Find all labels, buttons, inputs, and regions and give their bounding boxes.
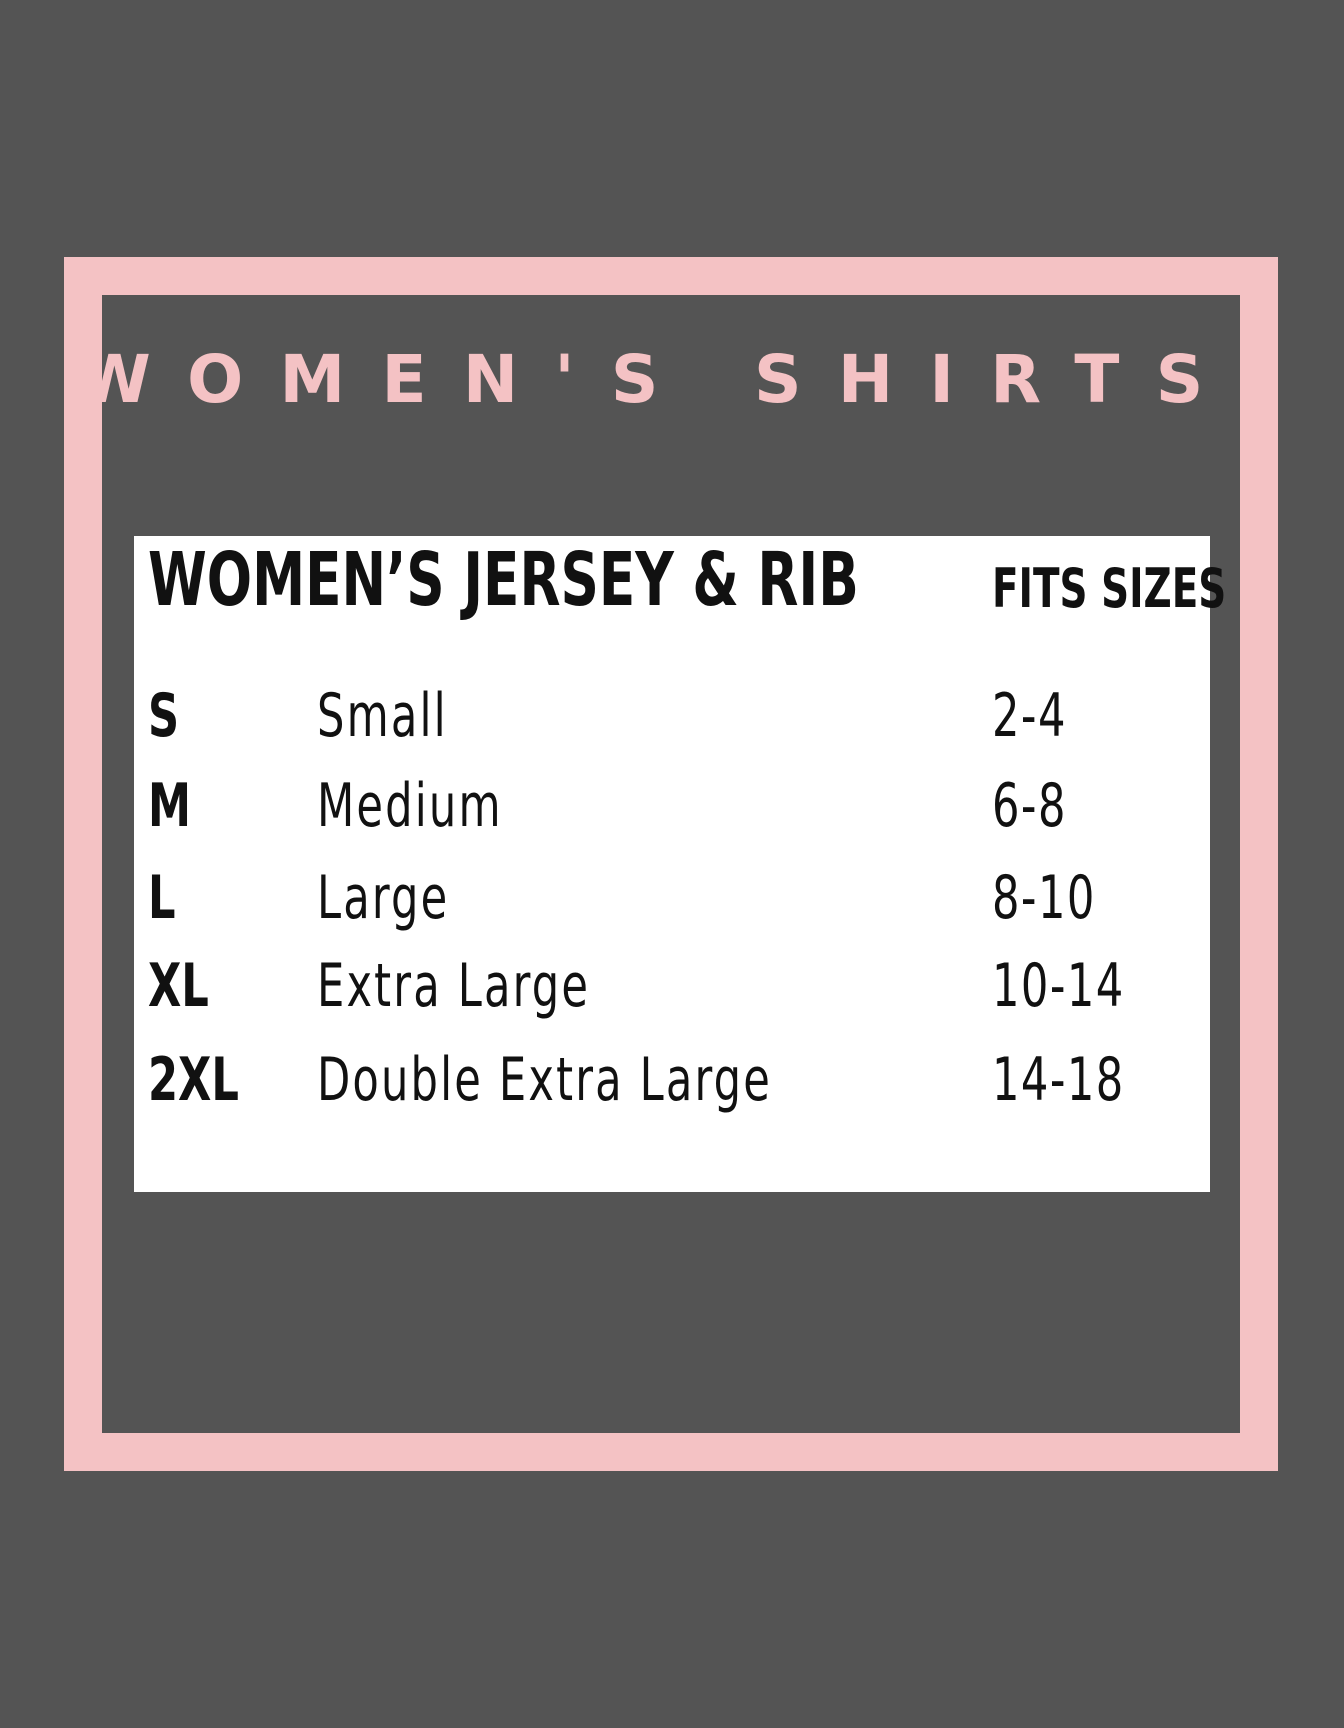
page-title: WOMEN'S SHIRTS: [78,341,1303,418]
size-chart: WOMEN’S JERSEY & RIB FITS SIZES S Small … [134,536,1226,1192]
size-name: Small [317,681,448,751]
size-fits: 8-10 [992,863,1096,933]
size-fits: 14-18 [992,1045,1125,1115]
size-code: L [148,863,176,933]
size-code: S [148,681,180,751]
table-row: L Large 8-10 [134,858,1210,938]
size-fits: 2-4 [992,681,1067,751]
table-row: XL Extra Large 10-14 [134,946,1210,1026]
size-name: Medium [317,771,503,841]
size-code: M [148,771,191,841]
size-code: XL [148,951,209,1021]
size-name: Double Extra Large [317,1045,773,1115]
table-row: M Medium 6-8 [134,766,1210,846]
table-row: S Small 2-4 [134,676,1210,756]
pink-frame [64,257,1278,1471]
size-fits: 10-14 [992,951,1125,1021]
size-name: Large [317,863,450,933]
size-chart-heading: WOMEN’S JERSEY & RIB [148,537,859,623]
table-row: 2XL Double Extra Large 14-18 [134,1040,1210,1120]
size-code: 2XL [148,1045,239,1115]
size-fits: 6-8 [992,771,1067,841]
fits-sizes-header: FITS SIZES [992,557,1227,620]
size-name: Extra Large [317,951,591,1021]
